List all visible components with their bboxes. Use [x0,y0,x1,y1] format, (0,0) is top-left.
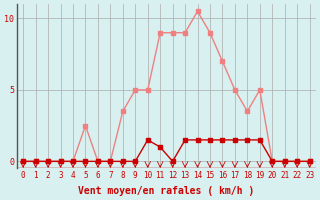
X-axis label: Vent moyen/en rafales ( km/h ): Vent moyen/en rafales ( km/h ) [78,186,254,196]
